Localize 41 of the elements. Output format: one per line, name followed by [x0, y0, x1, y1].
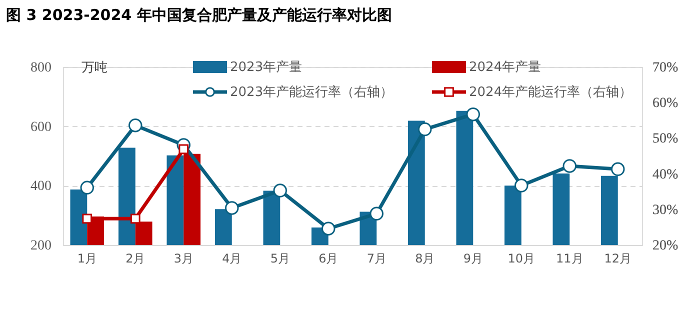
- x-tick-label: 4月: [222, 252, 242, 266]
- x-tick-label: 1月: [77, 252, 97, 266]
- point: [611, 162, 625, 176]
- point: [418, 122, 432, 136]
- y2-tick-label: 30%: [652, 202, 678, 218]
- y-tick-label: 200: [30, 238, 52, 254]
- y2-tick-label: 70%: [652, 60, 678, 76]
- point: [562, 159, 576, 173]
- x-tick-label: 10月: [508, 252, 536, 266]
- point: [273, 184, 287, 198]
- x-tick-label: 6月: [318, 252, 338, 266]
- legend-label: 2024年产能运行率（右轴）: [469, 84, 632, 100]
- x-tick-label: 2月: [126, 252, 146, 266]
- y2-tick-label: 40%: [652, 167, 678, 182]
- x-tick-label: 12月: [604, 252, 632, 266]
- x-tick-label: 7月: [366, 252, 386, 266]
- point: [466, 107, 480, 122]
- point: [370, 206, 384, 221]
- x-tick-label: 9月: [463, 252, 483, 266]
- point: [225, 201, 239, 215]
- y-tick-label: 600: [30, 120, 52, 135]
- y2-tick-label: 50%: [652, 132, 678, 147]
- x-tick-label: 8月: [415, 252, 435, 266]
- point: [130, 214, 140, 224]
- y2-tick-label: 20%: [652, 238, 678, 254]
- y-tick-label: 400: [30, 179, 52, 194]
- point: [514, 178, 528, 192]
- point: [82, 214, 92, 224]
- y2-tick-label: 60%: [652, 96, 678, 112]
- chart-title: 图 3 2023-2024 年中国复合肥产量及产能运行率对比图: [6, 6, 392, 24]
- x-tick-label: 11月: [556, 252, 584, 266]
- point: [128, 118, 142, 132]
- point: [322, 222, 336, 236]
- legend-label: 2023年产量: [230, 60, 302, 75]
- y-tick-label: 800: [30, 60, 52, 76]
- x-tick-label: 3月: [174, 252, 194, 266]
- y-axis-title: 万吨: [82, 60, 108, 76]
- point: [80, 180, 94, 195]
- x-tick-label: 5月: [270, 252, 290, 266]
- legend-label: 2023年产能运行率（右轴）: [230, 84, 394, 100]
- legend-label: 2024年产量: [469, 60, 542, 75]
